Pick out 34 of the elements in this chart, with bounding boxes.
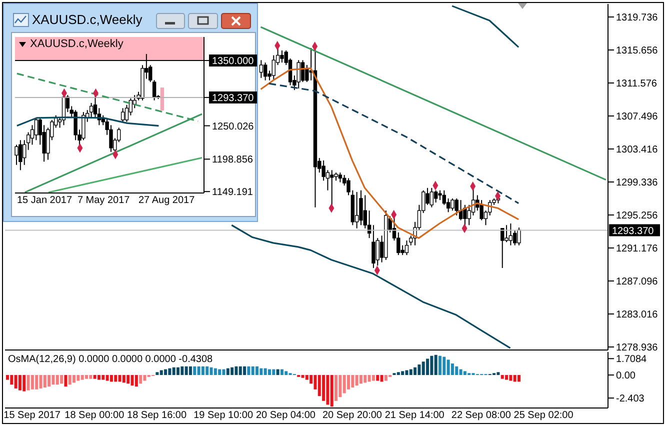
x-tick-label: 18 Sep 00:00	[64, 410, 125, 421]
y-tick-label: 1295.256	[616, 210, 658, 222]
y-tick-label: 1319.736	[616, 12, 658, 24]
y-tick-label: 1250.026	[212, 121, 254, 132]
y-tick-label: 1198.856	[212, 154, 254, 166]
y-tick-label: 1291.176	[616, 243, 658, 254]
y-tick-label: 1293.370	[212, 92, 254, 104]
y-tick-label: 1311.576	[616, 78, 658, 90]
y-tick-label: 1287.096	[616, 276, 658, 288]
y-tick-label: 1350.000	[212, 56, 254, 67]
x-tick-label: 7 May 2017	[77, 195, 130, 206]
y-tick-label: 1307.496	[616, 111, 658, 122]
x-tick-label: 18 Sep 16:00	[127, 410, 187, 421]
x-tick-label: 19 Sep 10:00	[194, 410, 254, 421]
y-tick-label: 1278.936	[616, 342, 658, 354]
y-tick-label: -2.403	[616, 394, 645, 405]
y-tick-label: 1299.336	[616, 177, 658, 188]
x-tick-label: 22 Sep 08:00	[451, 410, 512, 421]
y-tick-label: 1303.416	[616, 144, 658, 156]
y-tick-label: 0.00	[616, 370, 636, 382]
chart-title: XAUUSD.c,Weekly	[32, 12, 142, 27]
x-tick-label: 21 Sep 14:00	[384, 410, 445, 421]
x-tick-label: 27 Aug 2017	[138, 195, 196, 206]
chart-title: OsMA(12,26,9) 0.0000 0.0000 0.0000 -0.4308	[8, 354, 213, 365]
x-tick-label: 20 Sep 04:00	[256, 410, 316, 421]
y-tick-label: 1149.191	[212, 187, 254, 198]
y-tick-label: 1315.656	[616, 45, 658, 56]
y-tick-label: 1283.016	[616, 309, 658, 320]
chart-subtitle: XAUUSD.c,Weekly	[30, 38, 124, 50]
x-tick-label: 25 Sep 02:00	[514, 410, 574, 421]
x-tick-label: 15 Sep 2017	[4, 410, 61, 421]
y-tick-label: 1.7084	[616, 354, 648, 366]
x-tick-label: 15 Jan 2017	[17, 195, 72, 206]
x-tick-label: 20 Sep 20:00	[322, 410, 382, 421]
